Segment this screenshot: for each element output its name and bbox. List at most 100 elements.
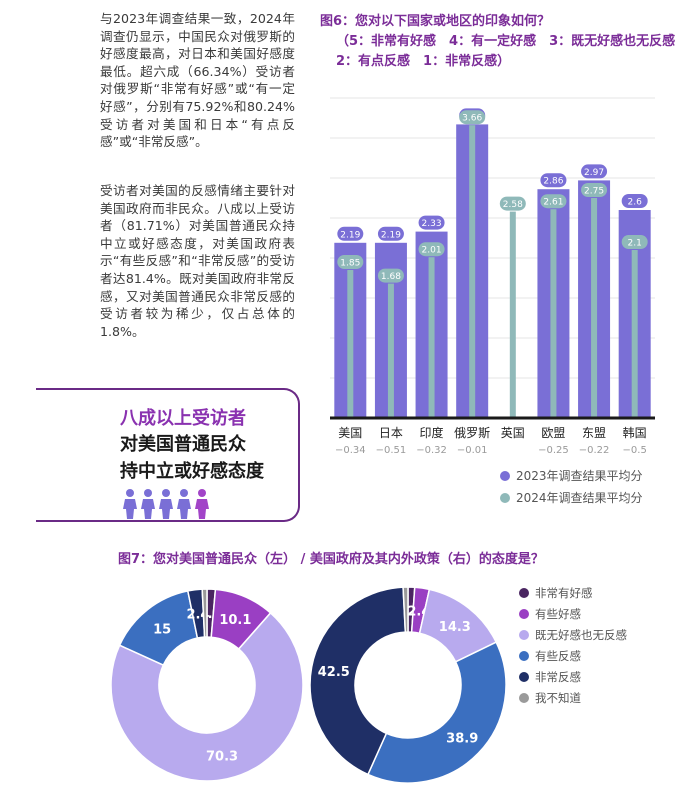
label-pill-2023	[540, 173, 567, 188]
label-pill-2024	[377, 268, 404, 283]
data-label-2023: 2.33	[422, 219, 442, 229]
bar-2024	[428, 257, 435, 418]
fig7-title: 图7：您对美国普通民众（左） / 美国政府及其内外政策（右）的态度是？	[118, 552, 544, 567]
legend-label: 非常反感	[535, 670, 581, 684]
change-label: −0.34	[335, 445, 366, 456]
bar-2024	[631, 250, 638, 418]
label-pill-2024	[499, 196, 526, 211]
legend-item-very-unfavorable: 非常反感	[519, 667, 627, 688]
legend-item-neutral: 既无好感也无反感	[519, 625, 627, 646]
legend-item-dont-know: 我不知道	[519, 688, 627, 709]
bar-2024	[347, 270, 354, 418]
label-pill-2023	[377, 226, 404, 241]
x-tick-label: 印度	[420, 425, 444, 440]
data-label-2024: 2.61	[543, 198, 563, 208]
fig6-scale-line-1: （5：非常有好感 4：有一定好感 3：既无好感也无反感	[336, 34, 676, 49]
data-label-2023: 2.86	[543, 177, 563, 187]
legend-label: 有些好感	[535, 607, 581, 621]
legend-swatch	[519, 651, 529, 661]
x-tick-label: 英国	[501, 426, 525, 440]
bar-2024	[387, 283, 394, 418]
label-pill-2024	[337, 255, 364, 269]
x-tick-label: 俄罗斯	[454, 426, 490, 440]
legend-swatch	[519, 609, 529, 619]
fig6-legend: 2023年调查结果平均分 2024年调查结果平均分	[500, 465, 643, 509]
data-label-2024: 1.85	[340, 259, 360, 269]
data-label-2024: 2.58	[503, 200, 523, 210]
label-pill-2024	[581, 183, 608, 197]
legend-swatch	[519, 630, 529, 640]
donut-slice	[110, 611, 304, 782]
slice-value-label: 15	[153, 623, 171, 638]
label-pill-2023	[621, 194, 648, 208]
data-label-2023: 2.97	[584, 168, 604, 178]
data-label-2024: 2.1	[628, 239, 642, 249]
legend-label-2024: 2024年调查结果平均分	[516, 491, 643, 505]
fig6-bar-chart: 2.19 1.85 美国 −0.34 2.19 1.68 日本 −0.51 2.33 2.01 印度…	[330, 97, 655, 456]
legend-label: 我不知道	[535, 691, 581, 705]
donut-slice	[201, 588, 208, 638]
slice-value-label: 42.5	[318, 665, 350, 680]
legend-swatch	[519, 693, 529, 703]
legend-item-2024: 2024年调查结果平均分	[500, 487, 643, 509]
change-label: −0.22	[579, 445, 610, 456]
x-tick-label: 韩国	[623, 425, 647, 440]
legend-swatch	[519, 672, 529, 682]
callout-line-3: 持中立或好感态度	[120, 461, 264, 482]
data-label-2024: 2.01	[422, 246, 442, 256]
callout-box	[36, 388, 300, 522]
fig7-legend: 非常有好感 有些好感 既无好感也无反感 有些反感 非常反感 我不知道	[519, 583, 627, 709]
legend-item-very-favorable: 非常有好感	[519, 583, 627, 604]
bar-2024	[591, 198, 598, 418]
change-label: −0.25	[538, 445, 569, 456]
analysis-paragraph: 受访者对美国的反感情绪主要针对美国政府而非民众。八成以上受访者（81.71%）对…	[100, 183, 295, 339]
label-pill-2024	[540, 194, 567, 209]
legend-item-2023: 2023年调查结果平均分	[500, 465, 643, 487]
bar-2024	[509, 211, 516, 418]
label-pill-2023	[418, 215, 445, 230]
legend-item-somewhat-unfavorable: 有些反感	[519, 646, 627, 667]
data-label-2023: 2.19	[381, 230, 401, 240]
bar-2024	[469, 125, 476, 418]
legend-swatch	[519, 588, 529, 598]
slice-value-label: 38.9	[446, 732, 478, 747]
change-label: −0.5	[623, 445, 647, 456]
donut-slice	[366, 641, 507, 784]
x-tick-label: 日本	[379, 426, 403, 440]
x-tick-label: 美国	[338, 426, 362, 440]
slice-value-label: 10.1	[219, 613, 251, 628]
legend-swatch-2023	[500, 471, 510, 481]
data-label-2023: 2.19	[340, 230, 360, 240]
fig6-scale-line-2: 2：有点反感 1：非常反感）	[336, 54, 511, 69]
label-pill-2023	[581, 164, 608, 179]
legend-label-2023: 2023年调查结果平均分	[516, 469, 643, 483]
donut-slice	[402, 586, 409, 633]
legend-label: 非常有好感	[535, 586, 593, 600]
change-label: −0.32	[416, 445, 447, 456]
x-tick-label: 东盟	[582, 426, 606, 440]
callout-highlight: 八成以上受访者	[120, 408, 246, 429]
data-label-2024: 1.68	[381, 272, 401, 282]
slice-value-label: 70.3	[206, 749, 238, 764]
people-icon	[123, 489, 209, 519]
legend-label: 有些反感	[535, 649, 581, 663]
change-label: −0.01	[457, 445, 488, 456]
legend-swatch-2024	[500, 493, 510, 503]
label-pill-2024	[459, 110, 486, 125]
data-label-2024: 3.66	[462, 114, 482, 124]
slice-value-label: 14.3	[439, 620, 471, 635]
data-label-2023: 2.6	[628, 198, 643, 208]
legend-item-somewhat-favorable: 有些好感	[519, 604, 627, 625]
intro-paragraph: 与2023年调查结果一致，2024年调查仍显示，中国民众对俄罗斯的好感度最高，对…	[100, 11, 295, 150]
label-pill-2023	[337, 226, 364, 241]
change-label: −0.51	[376, 445, 407, 456]
donut-slice	[309, 586, 407, 776]
label-pill-2024	[621, 235, 648, 249]
callout-line-2: 对美国普通民众	[120, 434, 246, 455]
legend-label: 既无好感也无反感	[535, 628, 627, 642]
x-tick-label: 欧盟	[541, 426, 565, 440]
label-pill-2024	[418, 242, 445, 257]
data-label-2024: 2.75	[584, 187, 604, 197]
bar-2024	[550, 209, 557, 418]
